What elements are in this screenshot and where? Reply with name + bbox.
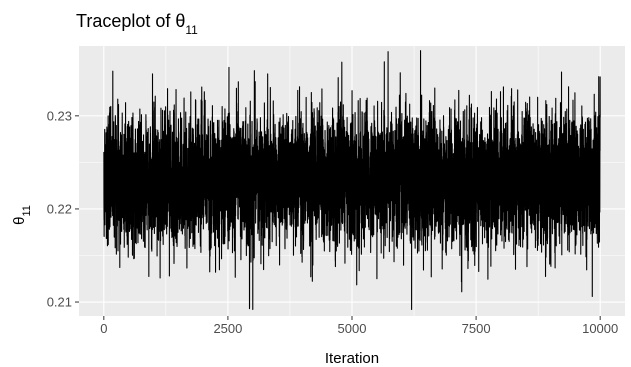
chart-title: Traceplot of θ11 <box>76 11 198 37</box>
y-axis-title-text: θ <box>11 217 28 225</box>
x-tick-label: 0 <box>100 321 107 336</box>
y-tick-label: 0.23 <box>47 108 72 123</box>
chart-title-text: Traceplot of θ <box>76 11 185 31</box>
y-tick-label: 0.21 <box>47 295 72 310</box>
x-tick-label: 7500 <box>462 321 491 336</box>
x-axis: 0 2500 5000 7500 10000 <box>100 316 618 336</box>
y-axis-title-subscript: 11 <box>21 205 33 216</box>
y-axis-title: θ11 <box>11 205 33 225</box>
x-tick-label: 5000 <box>338 321 367 336</box>
chart-title-subscript: 11 <box>185 23 198 37</box>
x-axis-title: Iteration <box>325 350 379 367</box>
trace-line-series <box>103 50 601 311</box>
x-tick-label: 10000 <box>582 321 618 336</box>
y-axis: 0.21 0.22 0.23 <box>47 108 79 310</box>
y-tick-label: 0.22 <box>47 201 72 216</box>
x-tick-label: 2500 <box>213 321 242 336</box>
